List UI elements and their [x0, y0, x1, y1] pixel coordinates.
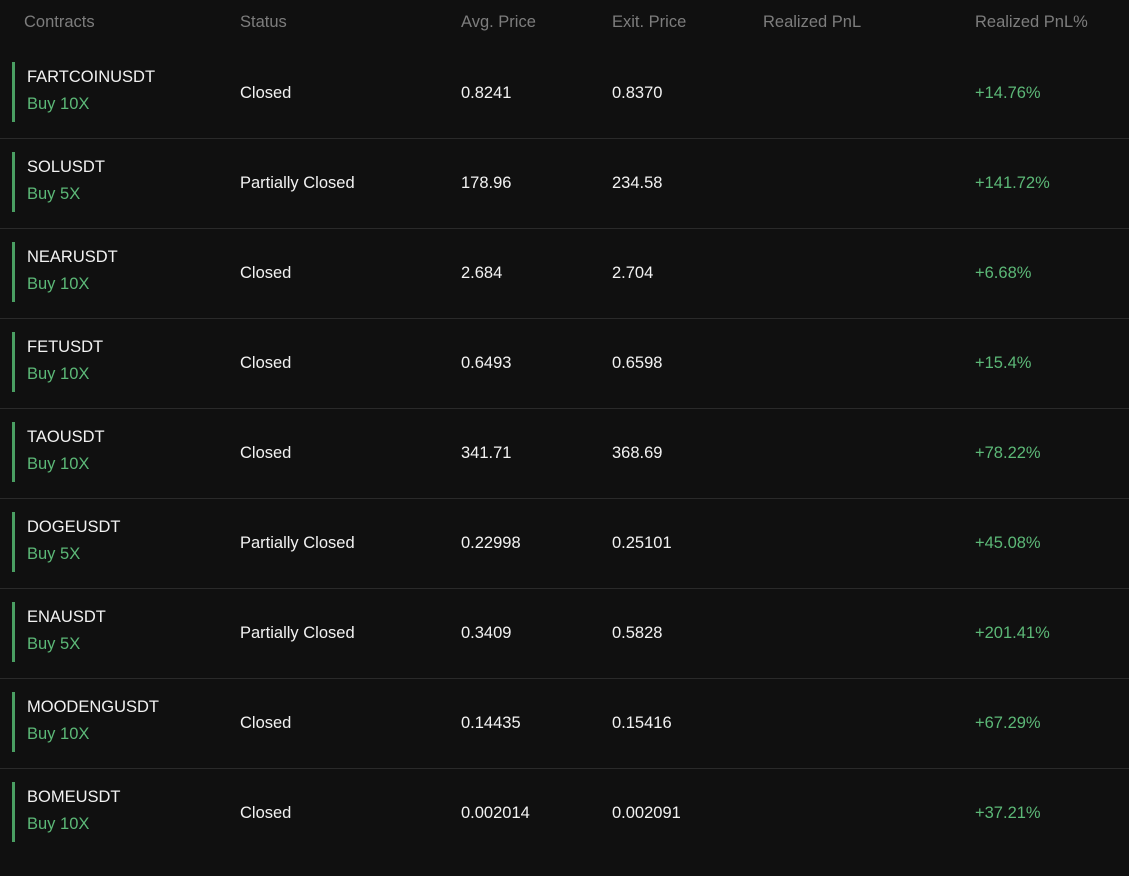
contract-name: ENAUSDT	[27, 608, 106, 626]
side-indicator	[12, 512, 15, 572]
avg-price: 2.684	[461, 264, 503, 282]
row-separator	[0, 588, 1129, 589]
position-side: Buy 10X	[27, 815, 90, 833]
realized-pnl-pct: +15.4%	[975, 354, 1032, 372]
row-separator	[0, 138, 1129, 139]
exit-price: 0.15416	[612, 714, 672, 732]
side-indicator	[12, 602, 15, 662]
realized-pnl-pct: +37.21%	[975, 804, 1041, 822]
exit-price: 0.6598	[612, 354, 663, 372]
status: Closed	[240, 804, 292, 822]
exit-price: 234.58	[612, 174, 663, 192]
position-side: Buy 10X	[27, 365, 90, 383]
side-indicator	[12, 242, 15, 302]
avg-price: 0.14435	[461, 714, 521, 732]
status: Closed	[240, 84, 292, 102]
status: Closed	[240, 444, 292, 462]
side-indicator	[12, 332, 15, 392]
contract-name: FETUSDT	[27, 338, 104, 356]
column-header: Realized PnL	[763, 13, 862, 31]
row-separator	[0, 318, 1129, 319]
position-side: Buy 5X	[27, 635, 81, 653]
contract-name: BOMEUSDT	[27, 788, 121, 806]
exit-price: 2.704	[612, 264, 654, 282]
position-side: Buy 5X	[27, 185, 81, 203]
exit-price: 0.002091	[612, 804, 681, 822]
avg-price: 178.96	[461, 174, 512, 192]
contract-name: SOLUSDT	[27, 158, 105, 176]
side-indicator	[12, 692, 15, 752]
contract-name: DOGEUSDT	[27, 518, 121, 536]
row-separator	[0, 498, 1129, 499]
side-indicator	[12, 782, 15, 842]
column-header: Avg. Price	[461, 13, 536, 31]
avg-price: 0.002014	[461, 804, 530, 822]
avg-price: 0.22998	[461, 534, 521, 552]
avg-price: 0.8241	[461, 84, 512, 102]
column-header: Status	[240, 13, 287, 31]
avg-price: 341.71	[461, 444, 512, 462]
row-separator	[0, 228, 1129, 229]
exit-price: 0.8370	[612, 84, 663, 102]
row-separator	[0, 408, 1129, 409]
position-side: Buy 10X	[27, 725, 90, 743]
realized-pnl-pct: +67.29%	[975, 714, 1041, 732]
avg-price: 0.6493	[461, 354, 512, 372]
row-separator	[0, 678, 1129, 679]
status: Partially Closed	[240, 174, 355, 192]
realized-pnl-pct: +14.76%	[975, 84, 1041, 102]
side-indicator	[12, 152, 15, 212]
contract-name: MOODENGUSDT	[27, 698, 159, 716]
realized-pnl-pct: +45.08%	[975, 534, 1041, 552]
side-indicator	[12, 62, 15, 122]
status: Closed	[240, 264, 292, 282]
realized-pnl-pct: +78.22%	[975, 444, 1041, 462]
column-header: Realized PnL%	[975, 13, 1088, 31]
status: Closed	[240, 354, 292, 372]
position-side: Buy 10X	[27, 275, 90, 293]
status: Closed	[240, 714, 292, 732]
status: Partially Closed	[240, 534, 355, 552]
realized-pnl-pct: +141.72%	[975, 174, 1050, 192]
status: Partially Closed	[240, 624, 355, 642]
position-side: Buy 10X	[27, 95, 90, 113]
position-side: Buy 10X	[27, 455, 90, 473]
position-side: Buy 5X	[27, 545, 81, 563]
contract-name: FARTCOINUSDT	[27, 68, 156, 86]
column-header: Exit. Price	[612, 13, 687, 31]
exit-price: 0.25101	[612, 534, 672, 552]
contract-name: TAOUSDT	[27, 428, 105, 446]
realized-pnl-pct: +6.68%	[975, 264, 1032, 282]
row-separator	[0, 768, 1129, 769]
exit-price: 0.5828	[612, 624, 663, 642]
contract-name: NEARUSDT	[27, 248, 118, 266]
exit-price: 368.69	[612, 444, 663, 462]
side-indicator	[12, 422, 15, 482]
avg-price: 0.3409	[461, 624, 512, 642]
column-header: Contracts	[24, 13, 95, 31]
realized-pnl-pct: +201.41%	[975, 624, 1050, 642]
